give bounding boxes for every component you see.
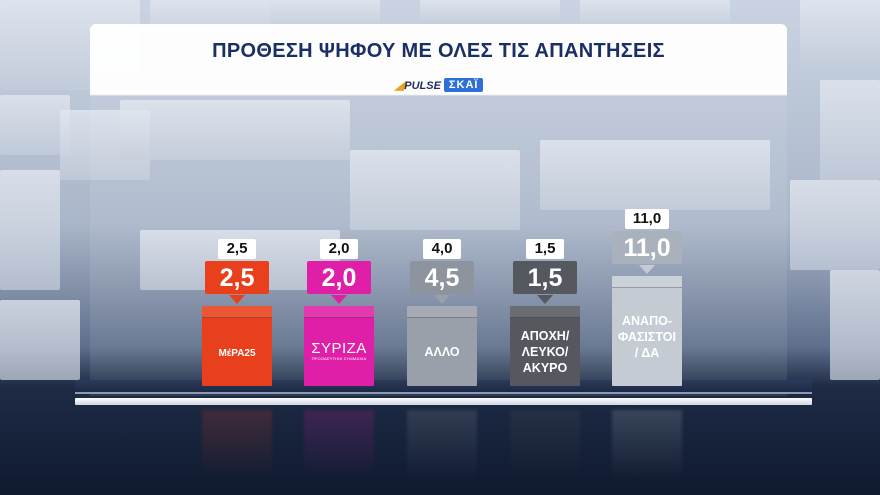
- value-pointer: [537, 295, 553, 304]
- background-block: [0, 300, 80, 380]
- background-block: [0, 95, 70, 155]
- previous-value-label: 2,0: [320, 239, 358, 259]
- chart-title: ΠΡΟΘΕΣΗ ΨΗΦΟΥ ΜΕ ΟΛΕΣ ΤΙΣ ΑΠΑΝΤΗΣΕΙΣ: [212, 40, 665, 62]
- bar-box: ΜέΡΑ25: [202, 306, 272, 386]
- bar-reflection: [304, 410, 374, 480]
- pulse-logo: ◢PULSE: [395, 78, 441, 92]
- bar-reflection: [612, 410, 682, 480]
- bar-category-label: ΑΛΛΟ: [424, 344, 460, 359]
- current-value-label: 11,0: [612, 231, 682, 264]
- bar-box: ΑΛΛΟ: [407, 306, 477, 386]
- bar-reflection: [510, 410, 580, 480]
- previous-value-label: 4,0: [423, 239, 461, 259]
- box-lid: [407, 306, 477, 318]
- bar-box: ΣΥΡΙΖΑ ΠΡΟΟΔΕΥΤΙΚΗ ΣΥΜΜΑΧΙΑ: [304, 306, 374, 386]
- background-block: [420, 0, 560, 25]
- previous-value-label: 11,0: [625, 209, 669, 229]
- background-block: [830, 270, 880, 380]
- bar-category-label: ΑΠΟΧΗ/ΛΕΥΚΟ/ΑΚΥΡΟ: [520, 328, 570, 375]
- value-pointer: [229, 295, 245, 304]
- skai-logo: ΣΚΑΪ: [443, 78, 484, 92]
- background-block: [790, 180, 880, 270]
- bar-reflection: [202, 410, 272, 480]
- syriza-logo: ΣΥΡΙΖΑ ΠΡΟΟΔΕΥΤΙΚΗ ΣΥΜΜΑΧΙΑ: [304, 340, 374, 361]
- bar-category-label: ΑΝΑΠΟ- ΦΑΣΙΣΤΟΙ / ΔΑ: [617, 313, 677, 360]
- background-block: [800, 0, 880, 70]
- logos: ◢PULSE ΣΚΑΪ: [395, 77, 484, 93]
- syriza-logo-subtext: ΠΡΟΟΔΕΥΤΙΚΗ ΣΥΜΜΑΧΙΑ: [311, 356, 367, 361]
- current-value-label: 4,5: [410, 261, 474, 294]
- current-value-label: 1,5: [513, 261, 577, 294]
- box-lid: [612, 276, 682, 288]
- value-pointer: [639, 265, 655, 274]
- previous-value-label: 2,5: [218, 239, 256, 259]
- bar-reflection: [407, 410, 477, 480]
- box-lid: [202, 306, 272, 318]
- value-pointer: [331, 295, 347, 304]
- value-pointer: [434, 295, 450, 304]
- bar-box: ΑΠΟΧΗ/ΛΕΥΚΟ/ΑΚΥΡΟ: [510, 306, 580, 386]
- bar-box: ΑΝΑΠΟ- ΦΑΣΙΣΤΟΙ / ΔΑ: [612, 276, 682, 386]
- box-lid: [304, 306, 374, 318]
- floor-edge: [75, 392, 812, 394]
- syriza-logo-text: ΣΥΡΙΖΑ: [311, 340, 367, 357]
- current-value-label: 2,0: [307, 261, 371, 294]
- background-block: [820, 80, 880, 180]
- previous-value-label: 1,5: [526, 239, 564, 259]
- current-value-label: 2,5: [205, 261, 269, 294]
- mera25-logo: ΜέΡΑ25: [218, 348, 256, 359]
- background-block: [0, 170, 60, 290]
- floor-line: [75, 398, 812, 405]
- box-lid: [510, 306, 580, 318]
